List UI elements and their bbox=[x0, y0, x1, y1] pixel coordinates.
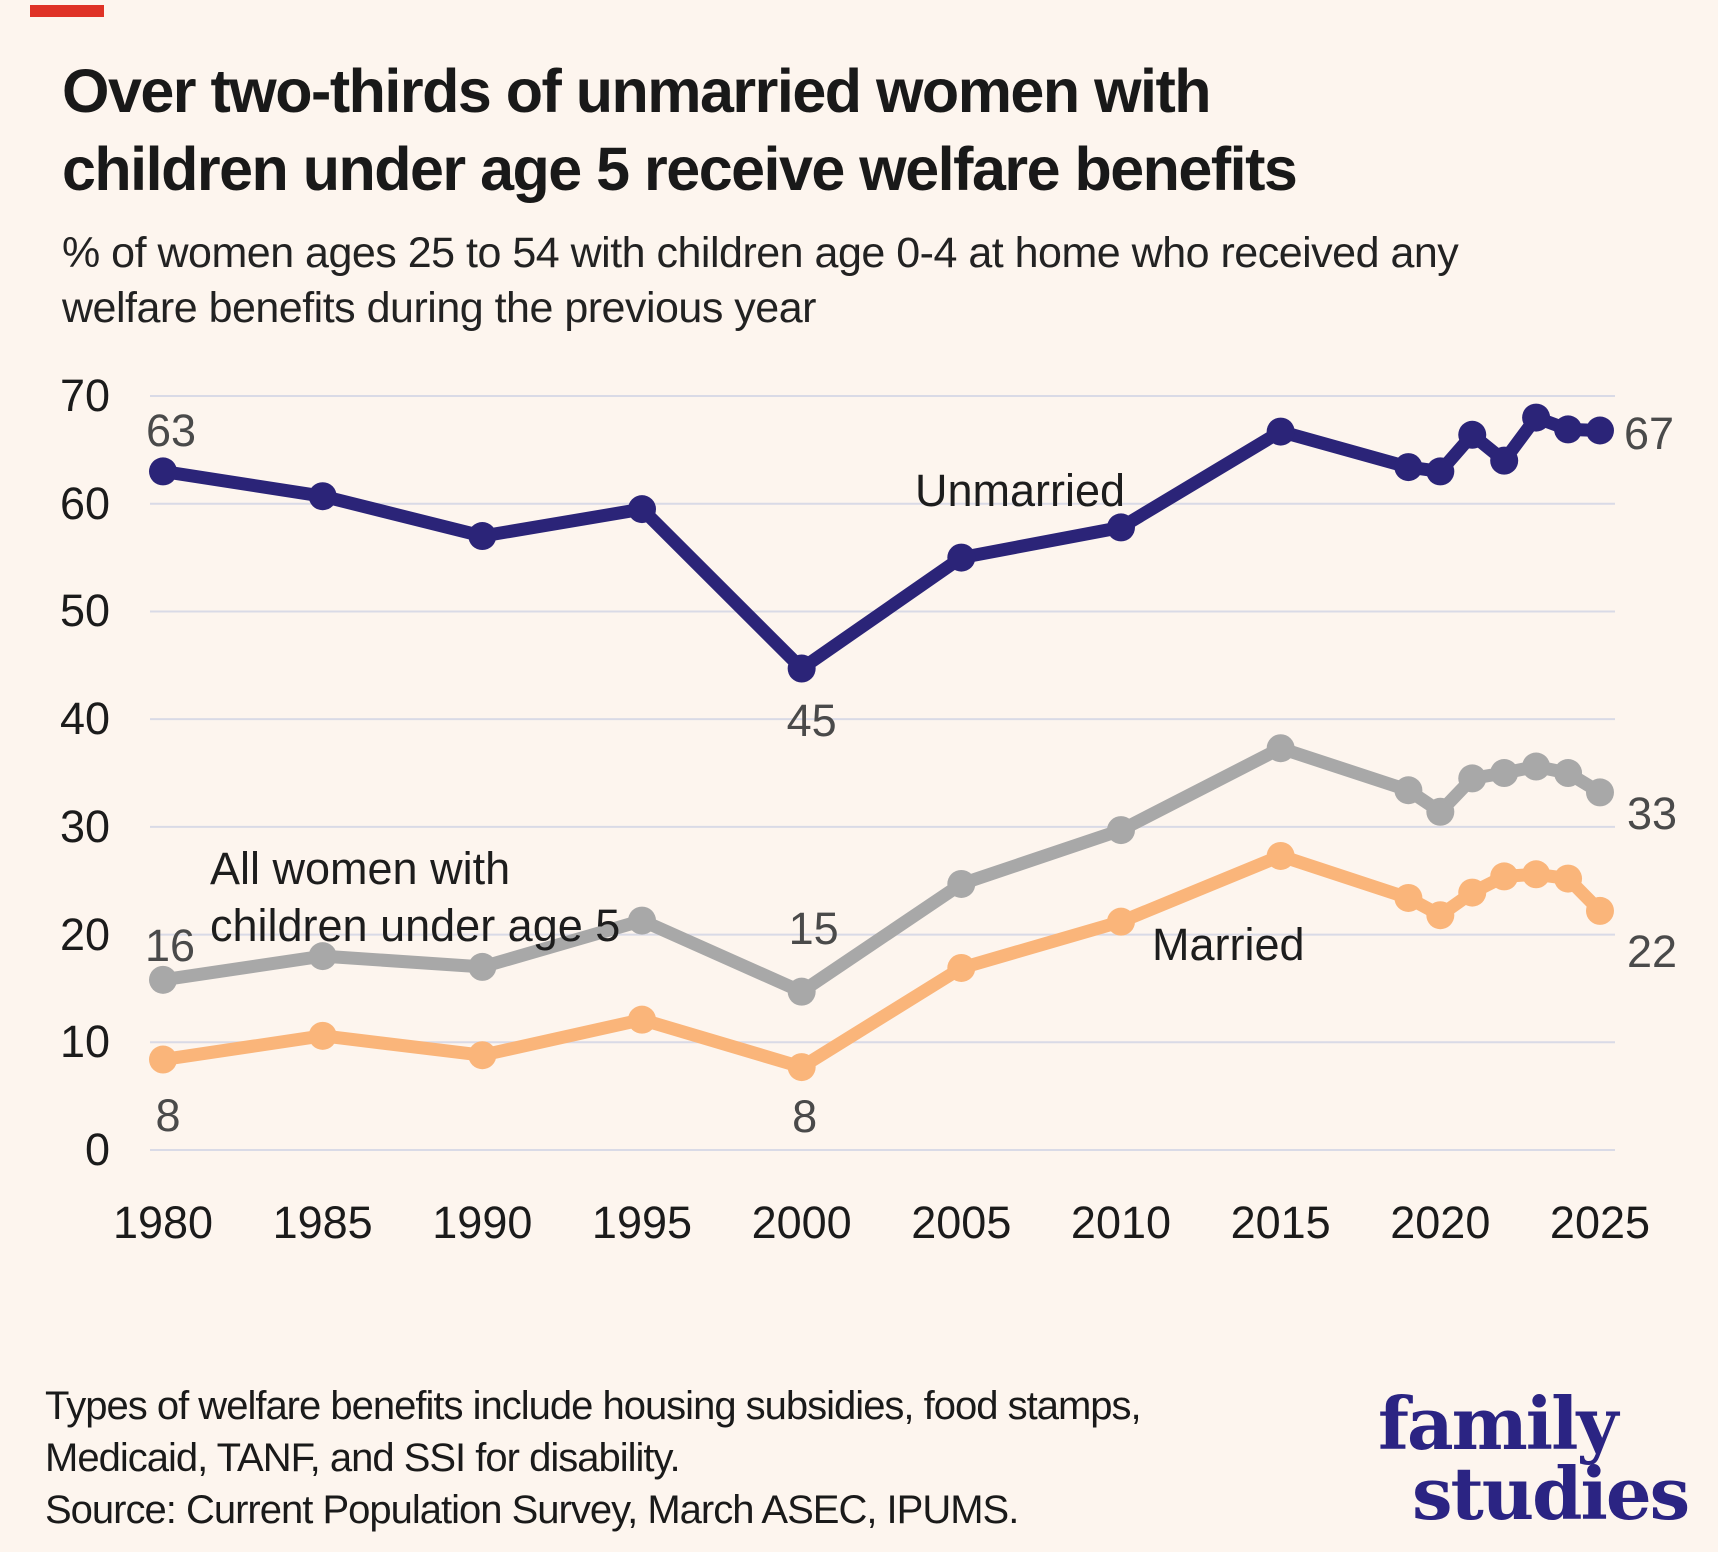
brand-accent-bar bbox=[30, 5, 104, 17]
footnote-line-2: Medicaid, TANF, and SSI for disability. bbox=[45, 1436, 681, 1480]
family-studies-logo-family: family bbox=[1378, 1381, 1618, 1466]
y-axis-tick-10: 10 bbox=[59, 1016, 110, 1068]
source-line: Source: Current Population Survey, March… bbox=[45, 1488, 1019, 1532]
x-axis-tick-2020: 2020 bbox=[1390, 1197, 1491, 1248]
series-label-line: Unmarried bbox=[915, 465, 1126, 516]
data-point-s0-2000 bbox=[787, 654, 816, 683]
annotation-value-2: 67 bbox=[1623, 408, 1675, 460]
data-point-s2-1980 bbox=[149, 1045, 177, 1074]
family-studies-logo-studies: studies bbox=[1412, 1451, 1690, 1536]
y-axis-tick-0: 0 bbox=[84, 1124, 110, 1175]
x-axis-tick-1990: 1990 bbox=[432, 1197, 533, 1248]
data-point-s2-2010 bbox=[1106, 907, 1135, 936]
data-point-s2-2000 bbox=[787, 1053, 816, 1082]
y-axis-tick-30: 30 bbox=[59, 800, 110, 852]
x-axis-tick-2000: 2000 bbox=[751, 1197, 852, 1248]
x-axis-tick-1995: 1995 bbox=[591, 1197, 693, 1248]
x-axis-tick-2005: 2005 bbox=[911, 1197, 1012, 1248]
data-point-s1-2023 bbox=[1522, 752, 1551, 781]
y-axis-tick-60: 60 bbox=[59, 477, 110, 529]
x-axis-tick-1985: 1985 bbox=[272, 1197, 373, 1248]
data-point-s2-2025 bbox=[1585, 896, 1614, 925]
x-axis-tick-2015: 2015 bbox=[1230, 1197, 1331, 1248]
y-axis-tick-40: 40 bbox=[59, 693, 110, 745]
chart-title-line-1: Over two-thirds of unmarried women with bbox=[62, 57, 1212, 125]
data-point-s0-1990 bbox=[468, 522, 497, 551]
chart-title-line-2: children under age 5 receive welfare ben… bbox=[62, 135, 1298, 203]
data-point-s1-2020 bbox=[1426, 797, 1455, 826]
annotation-value-4: 15 bbox=[788, 902, 839, 954]
x-axis-tick-2010: 2010 bbox=[1070, 1197, 1172, 1248]
series-label-line: children under age 5 bbox=[210, 900, 621, 951]
chart-subtitle: % of women ages 25 to 54 with children a… bbox=[62, 226, 1459, 336]
data-point-s2-2020 bbox=[1426, 901, 1455, 930]
footnote-line-1: Types of welfare benefits include housin… bbox=[45, 1384, 1142, 1428]
y-axis-tick-70: 70 bbox=[59, 370, 110, 422]
chart-title: Over two-thirds of unmarried women with … bbox=[62, 52, 1298, 208]
annotation-value-0: 63 bbox=[145, 405, 197, 457]
data-point-s1-2022 bbox=[1490, 759, 1519, 788]
data-point-s2-1985 bbox=[308, 1021, 337, 1050]
data-point-s1-2015 bbox=[1266, 734, 1295, 763]
data-point-s2-2024 bbox=[1554, 864, 1583, 893]
y-axis-tick-20: 20 bbox=[59, 908, 110, 960]
annotation-value-6: 8 bbox=[155, 1089, 181, 1141]
data-point-s2-2015 bbox=[1266, 841, 1295, 870]
data-point-s2-2021 bbox=[1458, 878, 1487, 907]
chart-subtitle-line-2: welfare benefits during the previous yea… bbox=[62, 284, 816, 332]
x-axis-tick-1980: 1980 bbox=[112, 1197, 214, 1248]
series-label-0: Unmarried bbox=[915, 462, 1125, 519]
data-point-s0-2022 bbox=[1490, 446, 1519, 475]
annotation-value-1: 45 bbox=[786, 694, 837, 746]
data-point-s0-2024 bbox=[1554, 415, 1583, 444]
data-point-s0-2020 bbox=[1426, 457, 1455, 486]
y-axis-tick-50: 50 bbox=[59, 585, 110, 637]
data-point-s2-2019 bbox=[1394, 883, 1423, 912]
data-point-s2-1990 bbox=[468, 1041, 497, 1070]
data-point-s0-2021 bbox=[1458, 420, 1487, 449]
data-point-s2-1995 bbox=[627, 1005, 656, 1034]
data-point-s2-2023 bbox=[1522, 860, 1551, 889]
data-point-s0-2023 bbox=[1522, 403, 1551, 432]
data-point-s0-1995 bbox=[627, 495, 656, 524]
data-point-s1-2010 bbox=[1106, 816, 1135, 845]
data-point-s0-2015 bbox=[1266, 417, 1295, 446]
data-point-s0-1985 bbox=[308, 482, 337, 511]
data-point-s1-1995 bbox=[627, 906, 656, 935]
annotation-value-5: 33 bbox=[1626, 788, 1678, 840]
data-point-s1-2019 bbox=[1394, 776, 1423, 805]
data-point-s2-2022 bbox=[1490, 862, 1519, 891]
annotation-value-3: 16 bbox=[144, 919, 196, 971]
data-point-s0-2005 bbox=[947, 543, 976, 572]
data-point-s1-2021 bbox=[1458, 764, 1487, 793]
annotation-value-7: 8 bbox=[792, 1091, 818, 1143]
series-label-2: Married bbox=[1152, 916, 1305, 973]
x-axis-tick-2025: 2025 bbox=[1549, 1197, 1651, 1248]
data-point-s1-2024 bbox=[1554, 759, 1583, 788]
series-label-line: All women with bbox=[210, 843, 511, 894]
series-line-0 bbox=[156, 411, 1607, 676]
chart-subtitle-line-1: % of women ages 25 to 54 with children a… bbox=[62, 229, 1459, 277]
data-point-s1-2000 bbox=[787, 977, 816, 1006]
series-label-line: Married bbox=[1152, 919, 1305, 970]
annotation-value-8: 22 bbox=[1626, 925, 1678, 977]
data-point-s2-2005 bbox=[947, 953, 976, 982]
data-point-s0-2019 bbox=[1394, 453, 1423, 482]
data-point-s1-1990 bbox=[468, 952, 497, 981]
series-label-1: All women with children under age 5 bbox=[210, 840, 620, 954]
data-point-s1-2005 bbox=[947, 869, 976, 898]
data-point-s0-1980 bbox=[149, 457, 177, 486]
